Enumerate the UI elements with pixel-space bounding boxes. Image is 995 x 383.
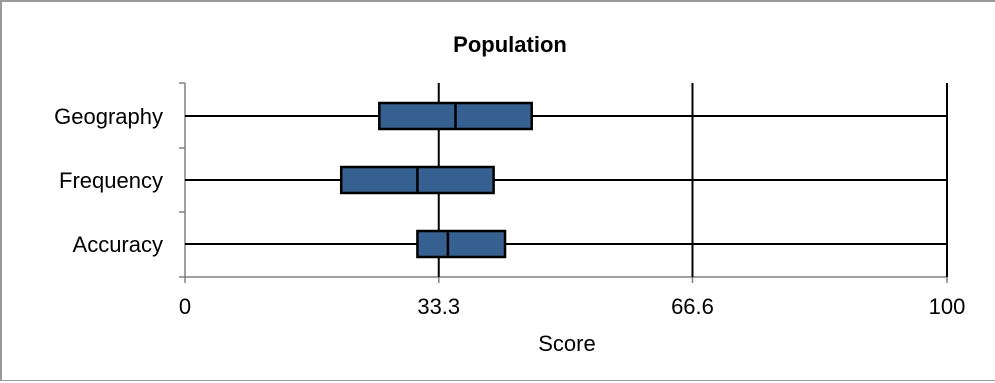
category-label: Geography [54, 104, 163, 129]
x-axis-title: Score [538, 331, 595, 356]
labels-layer: 0 33.3 66.6 100 Geography Frequency Accuracy [54, 104, 965, 319]
x-tick-label: 100 [929, 294, 966, 319]
x-tick-label: 33.3 [417, 294, 460, 319]
category-label: Frequency [59, 168, 163, 193]
x-tick-label: 66.6 [671, 294, 714, 319]
plot-area [179, 82, 948, 283]
chart-title: Population [453, 32, 567, 57]
boxes-layer [185, 101, 947, 259]
box [416, 229, 507, 259]
x-tick-label: 0 [179, 294, 191, 319]
category-label: Accuracy [73, 232, 163, 257]
